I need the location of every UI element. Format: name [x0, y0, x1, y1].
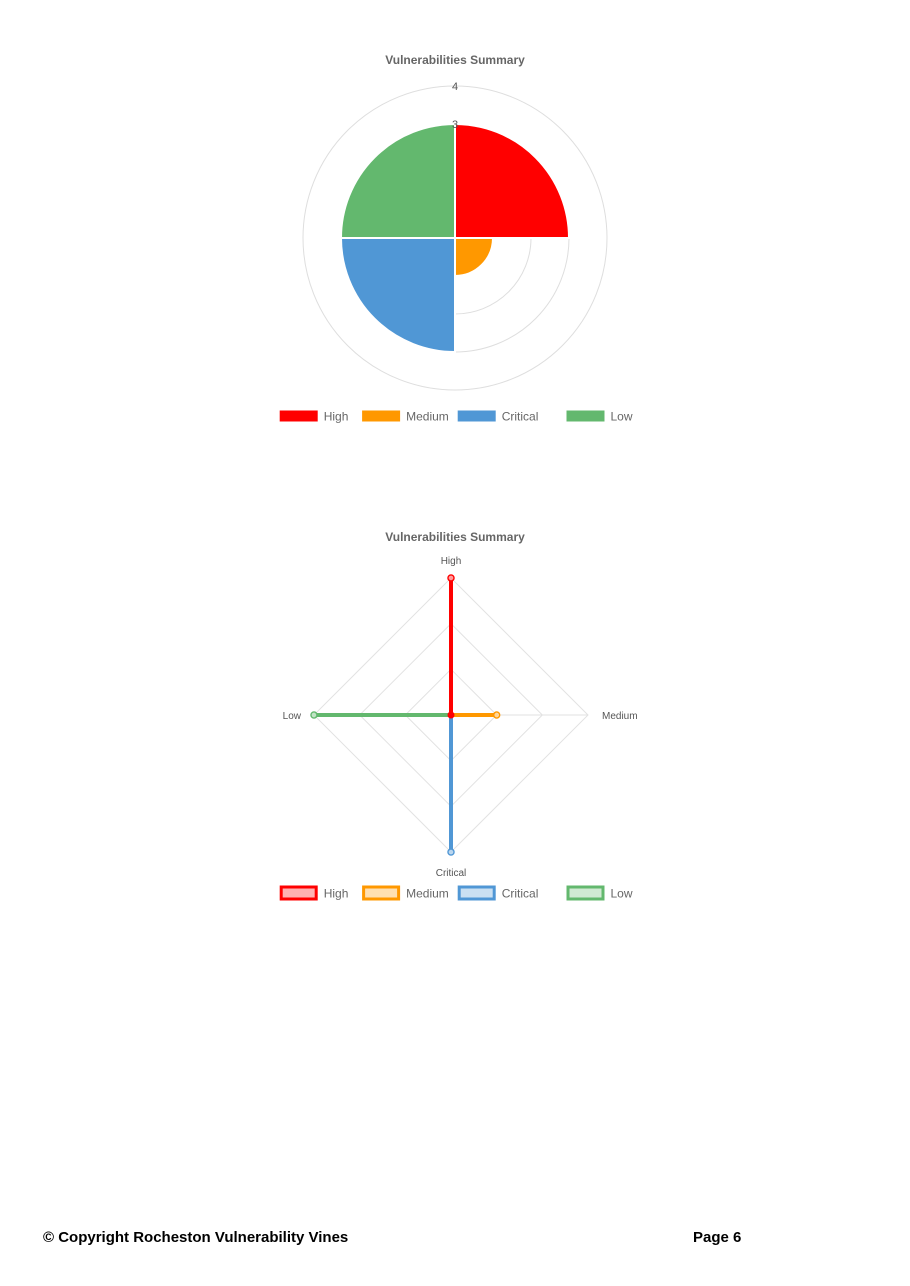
radar-legend-swatch [457, 885, 496, 901]
radar-center-point [447, 711, 455, 719]
radar-legend: High Medium Critical Low [279, 885, 633, 901]
radar-legend-item-medium[interactable]: Medium [362, 885, 449, 901]
radar-points-low [310, 711, 318, 719]
radar-axis-label-critical: Critical [436, 868, 467, 879]
radar-point[interactable] [492, 711, 501, 719]
radar-axis-label-high: High [441, 556, 462, 567]
radar-legend-swatch [279, 885, 318, 901]
radar-points-medium [492, 711, 501, 719]
radar-legend-swatch [566, 885, 605, 901]
polar-legend-swatch [279, 410, 318, 422]
radar-legend-item-low[interactable]: Low [566, 885, 633, 901]
footer-copyright: © Copyright Rocheston Vulnerability Vine… [43, 1229, 349, 1246]
polar-legend-swatch [457, 410, 496, 422]
polar-legend-swatch [566, 410, 605, 422]
polar-area-chart-svg: Vulnerabilities Summary 4 3 High Medium Criti… [279, 53, 633, 424]
polar-legend-label: Critical [502, 410, 539, 424]
radar-points-high [447, 574, 455, 582]
polar-legend-label: Low [611, 410, 633, 424]
radar-legend-label: Low [611, 887, 633, 901]
polar-legend-item-low[interactable]: Low [566, 410, 633, 424]
polar-grid-ring [302, 85, 608, 391]
radar-legend-label: High [324, 887, 349, 901]
polar-legend-label: High [324, 410, 349, 424]
polar-slices [339, 122, 571, 354]
polar-chart-title: Vulnerabilities Summary [385, 53, 525, 67]
polar-slice-medium[interactable] [454, 237, 495, 278]
radar-point[interactable] [447, 848, 455, 856]
radar-legend-item-critical[interactable]: Critical [457, 885, 539, 901]
polar-legend: High Medium Critical Low [279, 410, 633, 424]
radar-legend-swatch [362, 885, 401, 901]
polar-legend-item-critical[interactable]: Critical [457, 410, 539, 424]
polar-legend-item-medium[interactable]: Medium [362, 410, 449, 424]
radar-axis-label-medium: Medium [602, 711, 638, 722]
polar-slice-high[interactable] [454, 122, 571, 239]
radar-legend-label: Medium [406, 887, 449, 901]
radar-legend-label: Critical [502, 887, 539, 901]
radar-chart-title: Vulnerabilities Summary [385, 530, 525, 544]
polar-tick-label: 3 [452, 119, 458, 131]
polar-slice-critical[interactable] [339, 237, 456, 354]
radar-points-critical [447, 848, 455, 856]
radar-axis-label-low: Low [283, 711, 302, 722]
polar-legend-item-high[interactable]: High [279, 410, 349, 424]
radar-chart: Vulnerabilities Summary High Medium Critica… [0, 520, 910, 910]
polar-legend-swatch [362, 410, 401, 422]
radar-legend-item-high[interactable]: High [279, 885, 349, 901]
polar-legend-label: Medium [406, 410, 449, 424]
polar-area-chart: Vulnerabilities Summary 4 3 High Medium Criti… [0, 40, 910, 440]
radar-point[interactable] [310, 711, 318, 719]
footer-page-number: Page 6 [693, 1229, 742, 1246]
polar-slice-low[interactable] [339, 122, 456, 239]
radar-point[interactable] [447, 574, 455, 582]
radar-chart-svg: Vulnerabilities Summary High Medium Critica… [279, 530, 638, 901]
polar-tick-label: 4 [452, 81, 458, 93]
